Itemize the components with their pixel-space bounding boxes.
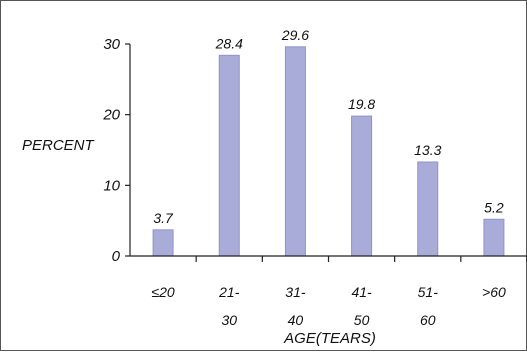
- data-label: 3.7: [153, 210, 174, 226]
- bar: [284, 46, 306, 257]
- y-tick-label: 10: [103, 177, 120, 194]
- x-category-label: >60: [482, 284, 506, 300]
- x-axis-label: AGE(TEARS): [283, 330, 376, 347]
- bar: [417, 161, 439, 257]
- data-label: 5.2: [484, 199, 504, 215]
- x-category-label: 41-: [351, 284, 372, 300]
- y-tick-label: 0: [112, 248, 121, 265]
- data-label: 19.8: [348, 96, 375, 112]
- x-category-label: 50: [354, 312, 370, 328]
- data-label: 29.6: [281, 27, 309, 43]
- y-axis-label: PERCENT: [22, 137, 96, 154]
- x-category-label: 40: [288, 312, 304, 328]
- bar: [218, 54, 240, 257]
- bars-layer: [152, 46, 505, 257]
- x-category-label: 60: [420, 312, 436, 328]
- x-categories-layer: ≤20 21- 30 31- 40 41- 50 51- 60 >60: [151, 284, 506, 328]
- data-label: 28.4: [215, 35, 243, 51]
- bar: [483, 218, 505, 257]
- x-category-label: 31-: [285, 284, 306, 300]
- y-tick-label: 30: [103, 36, 120, 53]
- x-category-label: 30: [221, 312, 237, 328]
- y-tick-label: 20: [102, 107, 120, 124]
- y-ticks-layer: 0 10 20 30: [102, 36, 130, 265]
- data-label: 13.3: [414, 142, 441, 158]
- x-category-label: 21-: [218, 284, 240, 300]
- axis-layer: [129, 44, 527, 262]
- data-labels-layer: 3.7 28.4 29.6 19.8 13.3 5.2: [153, 27, 504, 226]
- x-category-label: ≤20: [151, 284, 174, 300]
- x-category-label: 51-: [418, 284, 439, 300]
- bar: [152, 229, 174, 257]
- bar: [351, 115, 373, 257]
